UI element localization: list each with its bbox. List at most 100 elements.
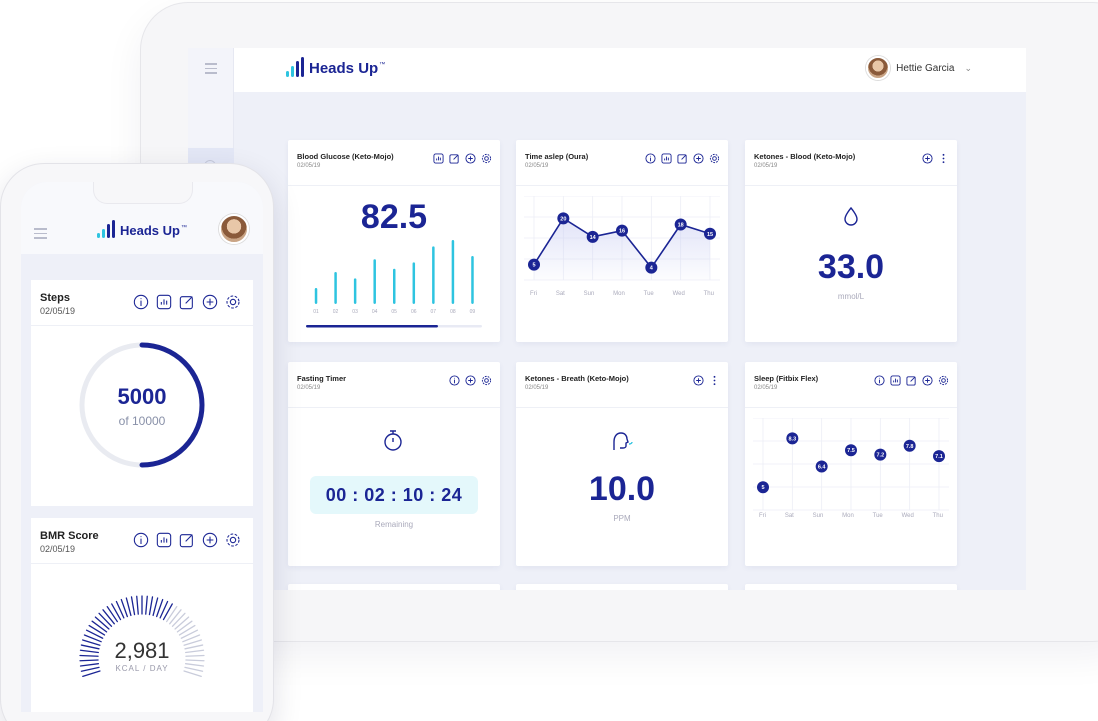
card-ketones-blood: Ketones - Blood (Keto-Mojo) 02/05/19 33.… <box>745 140 957 342</box>
gauge-tick <box>184 644 204 650</box>
edit-icon[interactable] <box>449 153 460 164</box>
info-icon[interactable] <box>449 375 460 386</box>
chart-icon[interactable] <box>433 153 444 164</box>
gauge-tick <box>162 603 173 621</box>
glucose-bar <box>314 288 318 304</box>
x-label: Sun <box>812 513 824 519</box>
x-label: Fri <box>759 513 766 519</box>
add-icon[interactable] <box>693 375 704 386</box>
info-icon[interactable] <box>874 375 885 386</box>
card-title: Ketones - Blood (Keto-Mojo) <box>754 152 856 161</box>
bar-label: 09 <box>470 309 476 315</box>
add-icon[interactable] <box>693 153 704 164</box>
data-point <box>586 230 599 243</box>
card-actions <box>922 153 949 164</box>
gauge-tick <box>111 603 122 621</box>
add-icon[interactable] <box>922 375 933 386</box>
steps-value: 5000 <box>117 384 167 409</box>
gear-icon[interactable] <box>481 375 492 386</box>
phone-device: Heads Up ™ Steps 02/05/19 <box>0 163 274 721</box>
gear-icon[interactable] <box>225 294 241 310</box>
avatar[interactable] <box>219 214 249 244</box>
gauge-tick <box>115 600 125 619</box>
gear-icon[interactable] <box>938 375 949 386</box>
gauge-tick <box>102 609 115 625</box>
gauge-tick <box>183 639 202 646</box>
edit-icon[interactable] <box>677 153 688 164</box>
data-label: 14 <box>590 235 597 241</box>
info-icon[interactable] <box>133 294 149 310</box>
card-actions <box>874 375 949 386</box>
edit-icon[interactable] <box>906 375 917 386</box>
glucose-bar-chart: 01 02 03 04 05 06 07 08 09 <box>306 240 482 328</box>
user-name: Hettie Garcia <box>896 62 955 74</box>
gauge-tick <box>91 620 108 633</box>
data-point <box>815 460 828 473</box>
app-logo[interactable]: Heads Up ™ <box>286 57 385 77</box>
data-point <box>645 261 658 274</box>
data-label: 8.3 <box>789 436 797 442</box>
data-label: 6.4 <box>818 464 827 470</box>
ketones-breath-unit: PPM <box>613 514 631 523</box>
menu-icon[interactable] <box>34 228 47 242</box>
add-icon[interactable] <box>465 375 476 386</box>
gear-icon[interactable] <box>481 153 492 164</box>
gear-icon[interactable] <box>709 153 720 164</box>
data-label: 7.1 <box>935 454 943 460</box>
chart-icon[interactable] <box>661 153 672 164</box>
progress-fill <box>306 325 438 328</box>
data-label: 15 <box>707 232 713 238</box>
chart-icon[interactable] <box>890 375 901 386</box>
card-actions <box>693 375 720 386</box>
glucose-bar <box>432 246 435 304</box>
card-actions <box>133 294 241 310</box>
add-icon[interactable] <box>202 294 218 310</box>
chart-icon[interactable] <box>156 532 172 548</box>
gauge-tick <box>185 659 205 662</box>
gauge-tick <box>171 612 186 627</box>
info-icon[interactable] <box>645 153 656 164</box>
data-label: 16 <box>619 229 625 235</box>
user-menu[interactable]: Hettie Garcia ⌄ <box>866 56 972 80</box>
card-actions <box>133 532 241 548</box>
app-logo[interactable]: Heads Up ™ <box>97 220 187 238</box>
gauge-tick <box>80 644 100 650</box>
card-date: 02/05/19 <box>40 306 76 316</box>
sleep-fitbit-scatter: 5 8.3 6.4 7.5 7.2 7.8 7.1 <box>753 418 949 511</box>
card-partial <box>745 584 957 590</box>
gauge-tick <box>182 634 201 643</box>
card-header: BMR Score 02/05/19 <box>31 518 253 564</box>
add-icon[interactable] <box>202 532 218 548</box>
menu-icon[interactable] <box>205 63 217 77</box>
gauge-tick <box>148 596 154 616</box>
add-icon[interactable] <box>922 153 933 164</box>
gauge-tick <box>176 620 193 633</box>
info-icon[interactable] <box>133 532 149 548</box>
add-icon[interactable] <box>465 153 476 164</box>
data-point <box>903 439 916 452</box>
data-point <box>674 218 687 231</box>
gear-icon[interactable] <box>225 532 241 548</box>
glucose-bar <box>412 262 416 304</box>
logo-bars-icon <box>97 220 115 238</box>
more-vertical-icon[interactable] <box>709 375 720 386</box>
x-label: Wed <box>901 513 914 519</box>
stopwatch-icon <box>384 430 402 451</box>
data-label: 5 <box>532 263 535 269</box>
chart-icon[interactable] <box>156 294 172 310</box>
bar-label: 06 <box>411 309 417 315</box>
card-title: Sleep (Fitbix Flex) <box>754 374 819 383</box>
card-header: Time aslep (Oura) 02/05/19 <box>516 140 728 186</box>
data-point <box>757 481 769 494</box>
edit-icon[interactable] <box>179 294 195 310</box>
card-title: Blood Glucose (Keto-Mojo) <box>297 152 394 161</box>
gauge-tick <box>159 600 169 619</box>
edit-icon[interactable] <box>179 532 195 548</box>
gauge-tick <box>88 624 106 636</box>
gauge-tick <box>180 629 199 639</box>
data-point <box>786 432 799 445</box>
card-actions <box>433 153 492 164</box>
data-label: 20 <box>560 216 566 222</box>
more-vertical-icon[interactable] <box>938 153 949 164</box>
card-steps: Steps 02/05/19 5000 of 10000 <box>31 280 253 506</box>
